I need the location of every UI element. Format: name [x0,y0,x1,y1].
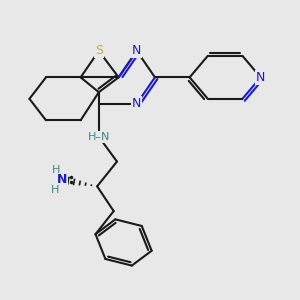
Text: H–N: H–N [88,132,110,142]
Text: N: N [132,44,142,57]
Text: N: N [57,173,68,186]
Text: N: N [256,71,265,84]
Text: S: S [95,44,103,57]
Text: H: H [52,166,61,176]
Text: H: H [51,184,59,195]
Text: N: N [132,97,142,110]
